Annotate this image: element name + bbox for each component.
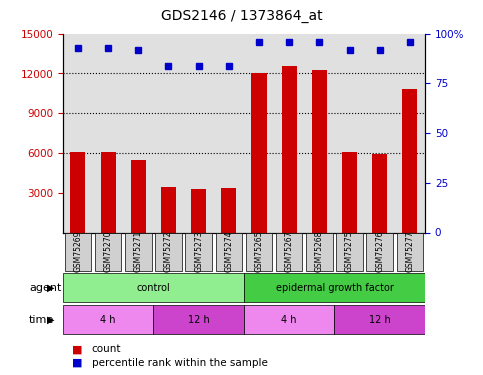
Bar bbox=[215, 233, 242, 271]
Bar bbox=[244, 273, 425, 302]
Text: percentile rank within the sample: percentile rank within the sample bbox=[92, 358, 268, 368]
Text: 12 h: 12 h bbox=[188, 315, 210, 325]
Text: 4 h: 4 h bbox=[282, 315, 297, 325]
Text: control: control bbox=[137, 283, 170, 293]
Bar bbox=[65, 233, 91, 271]
Text: time: time bbox=[29, 315, 54, 325]
Bar bbox=[131, 160, 146, 232]
Text: GSM75270: GSM75270 bbox=[103, 231, 113, 272]
Bar bbox=[397, 233, 423, 271]
Bar bbox=[246, 233, 272, 271]
Bar bbox=[372, 154, 387, 232]
Bar bbox=[191, 189, 206, 232]
Text: 12 h: 12 h bbox=[369, 315, 391, 325]
Text: GSM75277: GSM75277 bbox=[405, 231, 414, 272]
Bar bbox=[161, 188, 176, 232]
Bar bbox=[154, 305, 244, 334]
Text: GSM75272: GSM75272 bbox=[164, 231, 173, 272]
Bar bbox=[63, 273, 244, 302]
Bar bbox=[312, 69, 327, 232]
Bar bbox=[402, 89, 417, 232]
Text: ▶: ▶ bbox=[47, 283, 55, 293]
Text: GSM75267: GSM75267 bbox=[284, 231, 294, 272]
Bar bbox=[306, 233, 333, 271]
Text: GSM75275: GSM75275 bbox=[345, 231, 354, 272]
Bar bbox=[100, 152, 115, 232]
Text: ▶: ▶ bbox=[47, 315, 55, 325]
Text: ■: ■ bbox=[72, 344, 83, 354]
Text: GSM75268: GSM75268 bbox=[315, 231, 324, 272]
Bar bbox=[125, 233, 152, 271]
Bar bbox=[336, 233, 363, 271]
Bar bbox=[71, 152, 85, 232]
Bar bbox=[252, 73, 267, 232]
Text: 4 h: 4 h bbox=[100, 315, 116, 325]
Bar bbox=[221, 188, 236, 232]
Text: epidermal growth factor: epidermal growth factor bbox=[275, 283, 394, 293]
Text: GSM75274: GSM75274 bbox=[224, 231, 233, 272]
Bar bbox=[95, 233, 121, 271]
Bar bbox=[155, 233, 182, 271]
Bar bbox=[244, 305, 334, 334]
Bar bbox=[282, 66, 297, 232]
Text: GSM75273: GSM75273 bbox=[194, 231, 203, 272]
Text: GSM75269: GSM75269 bbox=[73, 231, 83, 272]
Bar bbox=[276, 233, 302, 271]
Text: GSM75271: GSM75271 bbox=[134, 231, 143, 272]
Text: count: count bbox=[92, 344, 121, 354]
Text: GSM75265: GSM75265 bbox=[255, 231, 264, 272]
Bar bbox=[185, 233, 212, 271]
Text: agent: agent bbox=[29, 283, 61, 293]
Text: GSM75276: GSM75276 bbox=[375, 231, 384, 272]
Bar bbox=[335, 305, 425, 334]
Bar bbox=[342, 152, 357, 232]
Bar bbox=[63, 305, 154, 334]
Bar bbox=[367, 233, 393, 271]
Text: GDS2146 / 1373864_at: GDS2146 / 1373864_at bbox=[161, 9, 322, 23]
Text: ■: ■ bbox=[72, 358, 83, 368]
